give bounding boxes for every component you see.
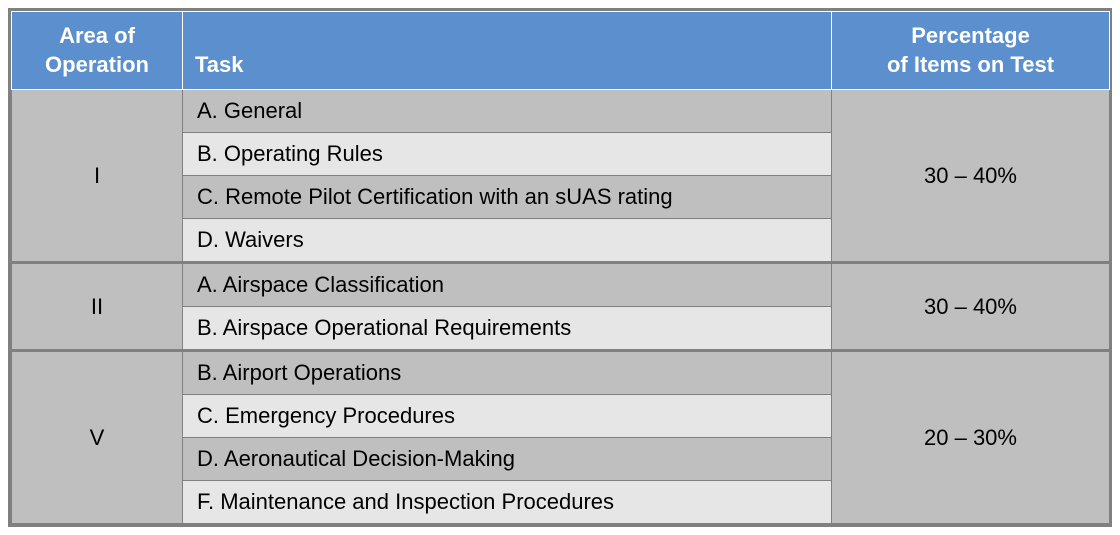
table-header-row: Area of Operation Task Percentage of Ite… xyxy=(12,12,1110,90)
task-cell: B. Airspace Operational Requirements xyxy=(183,307,832,351)
col-header-task: Task xyxy=(183,12,832,90)
col-header-pct-line1: Percentage xyxy=(911,23,1030,48)
table-header: Area of Operation Task Percentage of Ite… xyxy=(12,12,1110,90)
task-cell: A. General xyxy=(183,90,832,133)
col-header-area-line2: Operation xyxy=(45,52,149,77)
task-cell: B. Operating Rules xyxy=(183,133,832,176)
col-header-task-label: Task xyxy=(195,52,244,77)
task-cell: D. Waivers xyxy=(183,219,832,263)
col-header-percentage: Percentage of Items on Test xyxy=(832,12,1110,90)
percentage-cell: 20 – 30% xyxy=(832,351,1110,524)
table-row: I A. General 30 – 40% xyxy=(12,90,1110,133)
task-cell: D. Aeronautical Decision-Making xyxy=(183,438,832,481)
task-cell: B. Airport Operations xyxy=(183,351,832,395)
table-row: V B. Airport Operations 20 – 30% xyxy=(12,351,1110,395)
percentage-cell: 30 – 40% xyxy=(832,263,1110,351)
test-areas-table: Area of Operation Task Percentage of Ite… xyxy=(11,11,1110,524)
table-body: I A. General 30 – 40% B. Operating Rules… xyxy=(12,90,1110,524)
col-header-area: Area of Operation xyxy=(12,12,183,90)
percentage-cell: 30 – 40% xyxy=(832,90,1110,263)
area-cell: V xyxy=(12,351,183,524)
area-cell: I xyxy=(12,90,183,263)
test-areas-table-container: Area of Operation Task Percentage of Ite… xyxy=(8,8,1112,527)
col-header-area-line1: Area of xyxy=(59,23,135,48)
task-cell: F. Maintenance and Inspection Procedures xyxy=(183,481,832,524)
col-header-pct-line2: of Items on Test xyxy=(887,52,1054,77)
area-cell: II xyxy=(12,263,183,351)
table-row: II A. Airspace Classification 30 – 40% xyxy=(12,263,1110,307)
task-cell: C. Emergency Procedures xyxy=(183,395,832,438)
task-cell: A. Airspace Classification xyxy=(183,263,832,307)
task-cell: C. Remote Pilot Certification with an sU… xyxy=(183,176,832,219)
